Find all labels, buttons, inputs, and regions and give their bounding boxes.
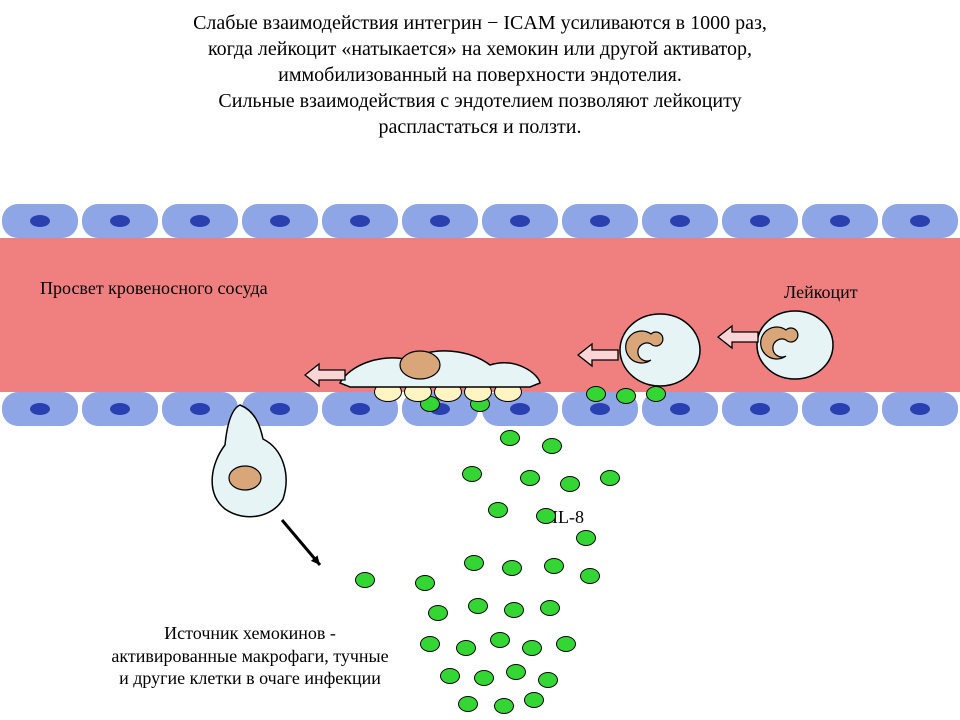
chemokine-dot — [468, 598, 488, 614]
endothelial-cell — [322, 204, 398, 238]
endothelial-cell — [802, 392, 878, 426]
chemokine-dot — [456, 640, 476, 656]
chemokine-dot — [500, 430, 520, 446]
chemokine-dot — [420, 636, 440, 652]
title-text: Слабые взаимодействия интегрин − ICAM ус… — [0, 10, 960, 140]
endothelial-cell — [242, 392, 318, 426]
endothelial-cell — [2, 204, 78, 238]
chemokine-dot — [428, 605, 448, 621]
adhesion-dot — [404, 382, 432, 402]
endothelial-cell — [242, 204, 318, 238]
chemokine-dot — [440, 668, 460, 684]
label-chemokine-source: Источник хемокинов - активированные макр… — [90, 622, 410, 690]
chemokine-dot — [542, 438, 562, 454]
vessel-lumen — [0, 238, 960, 392]
endothelial-cell — [882, 392, 958, 426]
endothelial-cell — [402, 204, 478, 238]
chemokine-dot — [355, 572, 375, 588]
chemokine-dot — [504, 602, 524, 618]
endothelial-cell — [722, 204, 798, 238]
chemokine-dot — [560, 476, 580, 492]
chemokine-dot — [580, 568, 600, 584]
endothelial-cell — [802, 204, 878, 238]
endothelial-cell — [882, 204, 958, 238]
chemokine-dot — [540, 600, 560, 616]
endothelial-cell — [642, 204, 718, 238]
chemokine-dot — [464, 555, 484, 571]
chemokine-dot — [522, 640, 542, 656]
chemokine-dot — [538, 672, 558, 688]
endothelial-cell — [482, 204, 558, 238]
chemokine-dot — [458, 696, 478, 712]
endothelial-cell — [562, 204, 638, 238]
label-leukocyte: Лейкоцит — [784, 282, 858, 303]
endothelial-cell — [162, 392, 238, 426]
chemokine-dot — [616, 388, 636, 404]
label-lumen: Просвет кровеносного сосуда — [40, 278, 268, 299]
chemokine-dot — [586, 386, 606, 402]
chemokine-dot — [536, 508, 556, 524]
chemokine-dot — [415, 575, 435, 591]
endothelial-cell — [2, 392, 78, 426]
chemokine-dot — [646, 386, 666, 402]
chemokine-dot — [490, 632, 510, 648]
chemokine-dot — [556, 636, 576, 652]
chemokine-dot — [544, 558, 564, 574]
endothelial-cell — [162, 204, 238, 238]
chemokine-dot — [600, 470, 620, 486]
chemokine-dot — [576, 530, 596, 546]
adhesion-dot — [494, 382, 522, 402]
chemokine-dot — [524, 692, 544, 708]
endothelial-cell — [722, 392, 798, 426]
chemokine-dot — [462, 466, 482, 482]
label-il8: IL-8 — [552, 507, 584, 528]
adhesion-dot — [464, 382, 492, 402]
chemokine-dot — [520, 470, 540, 486]
endothelial-cell — [82, 204, 158, 238]
adhesion-dot — [374, 382, 402, 402]
chemokine-dot — [506, 664, 526, 680]
endothelium-top — [0, 204, 960, 238]
chemokine-dot — [502, 560, 522, 576]
chemokine-dot — [474, 670, 494, 686]
adhesion-dot — [434, 382, 462, 402]
chemokine-dot — [488, 502, 508, 518]
chemokine-dot — [494, 698, 514, 714]
endothelial-cell — [82, 392, 158, 426]
